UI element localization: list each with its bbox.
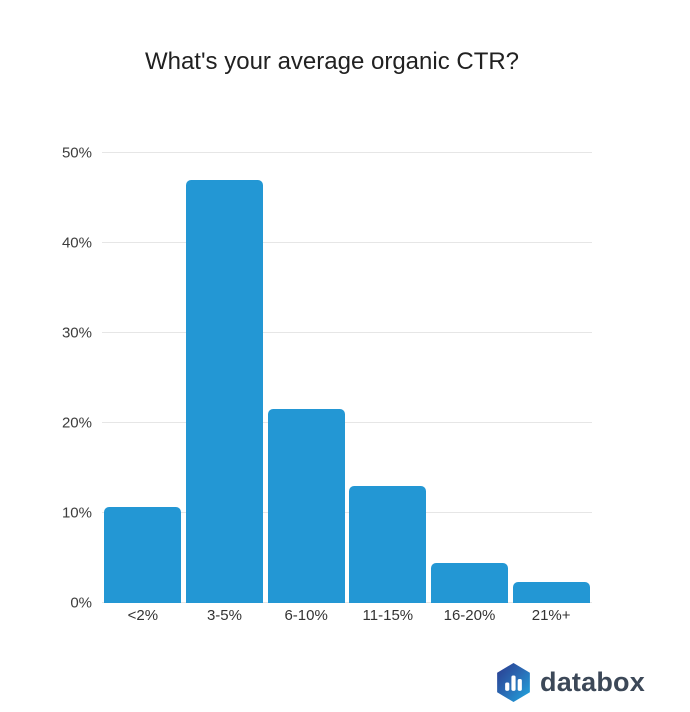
bar-2 [104,506,182,603]
bar-11-15 [349,486,427,603]
y-axis-labels: 0% 10% 20% 30% 40% 50% [0,146,96,611]
chart-title: What's your average organic CTR? [144,48,520,75]
bar-21 [512,582,590,603]
bar-16-20 [431,562,508,603]
bar-3-5 [186,180,263,603]
databox-logo-text: databox [540,667,645,697]
bar-6-10 [267,408,345,603]
x-axis-labels: <2% 3-5% 6-10% 11-15% 16-20% 21%+ [102,607,592,628]
gridline [102,152,592,153]
y-axis-tick-label: 0% [70,594,92,612]
databox-logo-icon [497,663,530,702]
y-axis-tick-label: 50% [61,144,92,162]
databox-logo: databox [496,663,645,702]
x-axis-tick-label: 16-20% [443,607,496,624]
gridline [102,602,592,603]
plot-area [102,152,592,603]
gridline [102,242,592,243]
x-axis-tick-label: 11-15% [362,607,414,624]
y-axis-tick-label: 20% [61,414,92,432]
x-axis-tick-label: <2% [127,607,159,624]
y-axis-tick-label: 40% [61,234,92,252]
x-axis-tick-label: 6-10% [284,607,328,624]
x-axis-tick-label: 21%+ [531,607,571,624]
gridline [102,422,592,423]
y-axis-tick-label: 30% [61,324,92,342]
gridline [102,512,592,513]
x-axis-tick-label: 3-5% [206,607,242,624]
y-axis-tick-label: 10% [61,504,92,522]
gridline [102,332,592,333]
